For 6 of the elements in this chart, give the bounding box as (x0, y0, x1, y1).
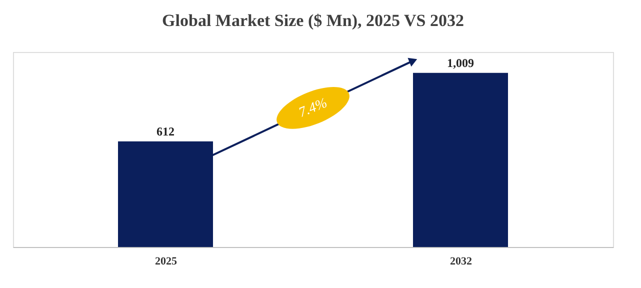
data-label: 1,009 (447, 56, 474, 70)
data-label: 612 (156, 124, 174, 138)
x-tick-label: 2032 (450, 256, 472, 268)
annotation: 7.4% (296, 96, 330, 121)
chart-title: Global Market Size ($ Mn), 2025 VS 2032 (162, 11, 464, 30)
x-tick-label: 2025 (155, 256, 178, 268)
